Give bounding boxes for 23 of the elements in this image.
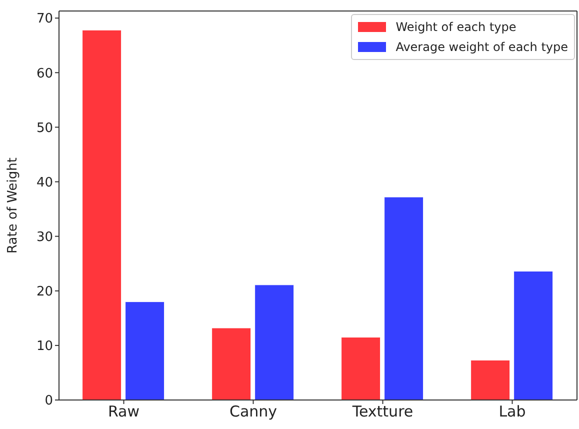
- bar: [82, 30, 122, 400]
- x-tick-label: Lab: [498, 402, 526, 421]
- legend-label: Average weight of each type: [396, 39, 568, 56]
- x-tick-label: Textture: [351, 402, 414, 421]
- bar: [470, 360, 510, 400]
- y-tick-label: 70: [36, 12, 53, 27]
- y-tick-label: 40: [36, 175, 53, 190]
- bar: [125, 302, 165, 400]
- y-tick-label: 60: [36, 66, 53, 82]
- y-tick-label: 0: [44, 394, 53, 409]
- y-tick-label: 50: [36, 120, 53, 136]
- bar: [514, 270, 554, 400]
- bar: [212, 328, 252, 400]
- y-axis-title: Rate of Weight: [6, 158, 21, 254]
- bar: [341, 337, 381, 400]
- legend-label: Weight of each type: [396, 19, 516, 36]
- x-tick-label: Canny: [229, 402, 278, 421]
- y-tick-label: 20: [36, 284, 53, 300]
- x-tick-label: Raw: [108, 402, 140, 421]
- y-tick-label: 10: [36, 339, 53, 354]
- bar: [254, 284, 294, 400]
- bar: [384, 196, 424, 400]
- y-tick-label: 30: [36, 230, 53, 245]
